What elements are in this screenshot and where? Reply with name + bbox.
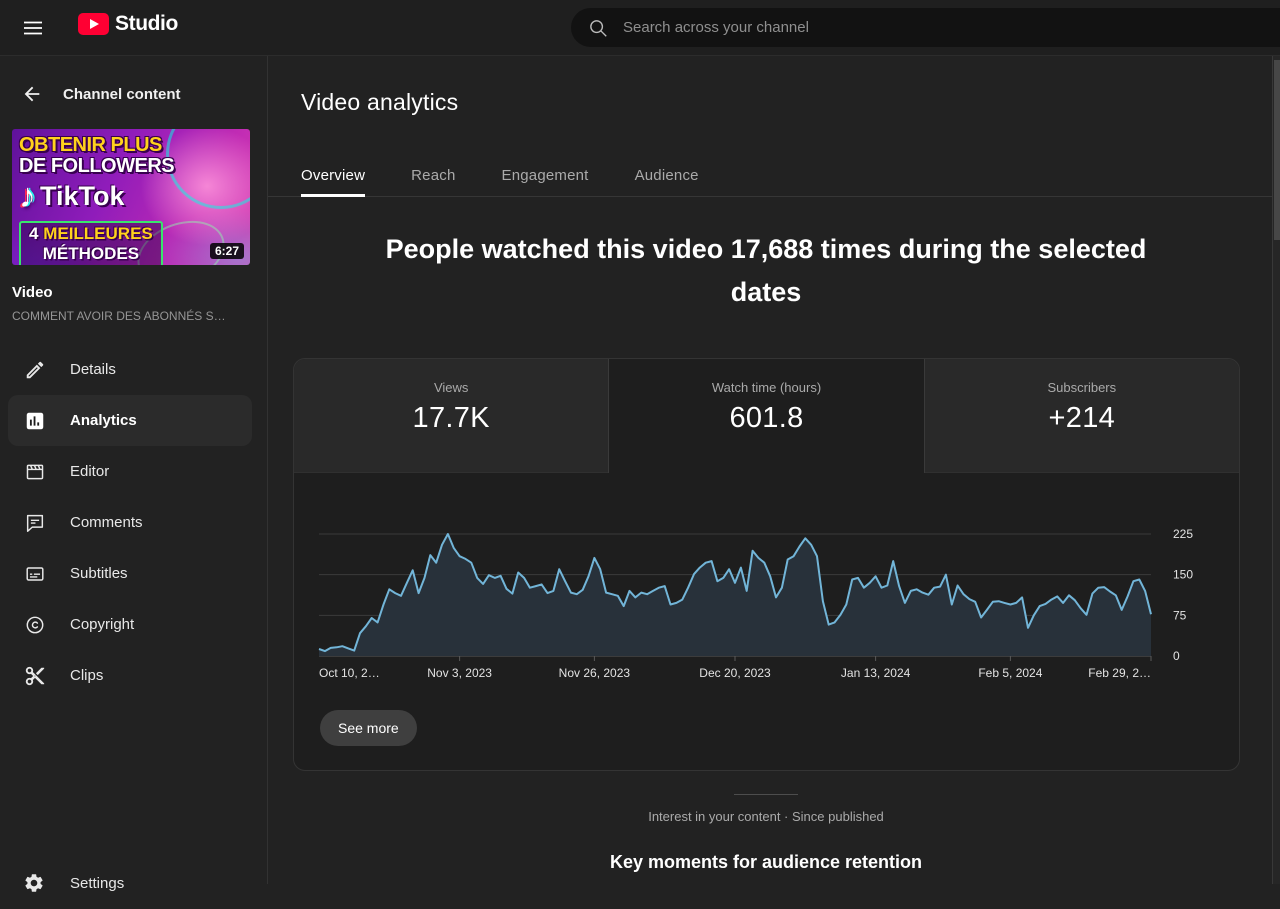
key-moments-title: Key moments for audience retention [609,852,923,872]
metric-label: Watch time (hours) [711,380,822,395]
search-bar[interactable] [571,8,1280,47]
sidebar-item-editor[interactable]: Editor [8,446,252,497]
metric-tabs: Views 17.7K Watch time (hours) 601.8 Sub… [294,359,1239,473]
interest-note: Interest in your content · Since publish… [648,809,884,824]
sidebar-item-comments[interactable]: Comments [8,497,252,548]
clapperboard-icon [23,460,47,484]
bar-chart-icon [23,409,47,433]
tab-audience[interactable]: Audience [634,166,699,184]
watch-time-chart[interactable]: 0 75 150 225 Oct 10, 2… Nov 3, 2023 Nov 26, 20… [294,499,1239,694]
video-thumbnail[interactable]: OBTENIR PLUS DE FOLLOWERS ♪ TikTok 4 MEI… [12,129,250,265]
metric-views[interactable]: Views 17.7K [294,359,609,473]
youtube-studio-logo[interactable]: Studio [78,12,178,36]
logo-text: Studio [115,12,178,35]
pencil-icon [23,358,47,382]
sidebar-item-label: Editor [70,463,110,480]
thumbnail-tiktok-row: ♪ TikTok [19,177,125,216]
top-bar: Studio [0,0,1280,56]
sidebar-item-copyright[interactable]: Copyright [8,599,252,650]
summary-headline: People watched this video 17,688 times d… [385,234,1147,308]
sidebar-item-subtitles[interactable]: Subtitles [8,548,252,599]
scissors-icon [23,664,47,688]
sidebar-item-label: Details [70,361,116,378]
svg-text:Oct 10, 2…: Oct 10, 2… [319,666,380,680]
thumbnail-text: TikTok [40,181,125,211]
sidebar-nav: Details Analytics Editor Comments Subtit… [0,344,268,701]
search-icon [590,19,607,37]
metric-value: 601.8 [729,402,804,434]
analytics-tabbar: Overview Reach Engagement Audience [268,153,1272,197]
metric-subscribers[interactable]: Subscribers +214 [924,359,1239,473]
subtitles-icon [23,562,47,586]
back-arrow-icon [24,86,40,102]
svg-text:225: 225 [1173,527,1193,541]
video-duration-badge: 6:27 [209,243,244,259]
thumbnail-text: 4 MEILLEURES [29,224,153,243]
svg-text:Feb 5, 2024: Feb 5, 2024 [978,666,1042,680]
back-to-channel-content[interactable]: Channel content [0,78,268,110]
tab-overview[interactable]: Overview [301,153,366,197]
svg-text:Jan 13, 2024: Jan 13, 2024 [841,666,911,680]
see-more-button[interactable]: See more [320,710,417,746]
search-input[interactable] [623,19,1223,36]
menu-icon[interactable] [21,16,45,40]
tab-reach[interactable]: Reach [411,166,456,184]
copyright-icon [23,613,47,637]
sidebar-item-clips[interactable]: Clips [8,650,252,701]
sidebar: Channel content OBTENIR PLUS DE FOLLOWER… [0,56,268,892]
svg-text:75: 75 [1173,608,1187,622]
sidebar-item-analytics[interactable]: Analytics [8,395,252,446]
metric-watch-time[interactable]: Watch time (hours) 601.8 [608,359,925,473]
sidebar-item-label: Subtitles [70,565,128,582]
vertical-scrollbar[interactable] [1272,56,1280,884]
thumbnail-decoration [166,129,250,209]
metric-value: 17.7K [412,402,490,434]
tiktok-note-icon: ♪ [19,177,36,215]
page-title: Video analytics [301,89,459,115]
sidebar-item-label: Analytics [70,412,137,429]
svg-text:Feb 29, 2…: Feb 29, 2… [1088,666,1151,680]
sidebar-item-label: Clips [70,667,104,684]
comment-icon [23,511,47,535]
thumbnail-badge-box: 4 MEILLEURES MÉTHODES [19,221,163,265]
metric-label: Views [433,380,469,395]
sidebar-item-label: Comments [70,514,143,531]
svg-text:Dec 20, 2023: Dec 20, 2023 [699,666,771,680]
thumbnail-text: MÉTHODES [42,244,140,263]
thumbnail-text: OBTENIR PLUS [19,134,162,156]
thumbnail-text: DE FOLLOWERS [19,155,175,177]
analytics-card: Views 17.7K Watch time (hours) 601.8 Sub… [293,358,1240,771]
tab-engagement[interactable]: Engagement [501,166,589,184]
svg-text:0: 0 [1173,649,1180,663]
section-divider [734,794,798,795]
youtube-play-icon [78,13,109,35]
sidebar-item-details[interactable]: Details [8,344,252,395]
svg-text:Nov 26, 2023: Nov 26, 2023 [559,666,631,680]
video-type-label: Video [12,284,53,301]
svg-text:Nov 3, 2023: Nov 3, 2023 [427,666,492,680]
scrollbar-thumb[interactable] [1274,60,1280,240]
sidebar-item-label: Copyright [70,616,135,633]
svg-text:150: 150 [1173,568,1193,582]
back-label: Channel content [63,85,181,103]
metric-value: +214 [1048,402,1116,434]
video-title: COMMENT AVOIR DES ABONNÉS S… [12,309,226,323]
main-content: Video analytics Overview Reach Engagemen… [268,56,1272,884]
metric-label: Subscribers [1047,380,1117,395]
